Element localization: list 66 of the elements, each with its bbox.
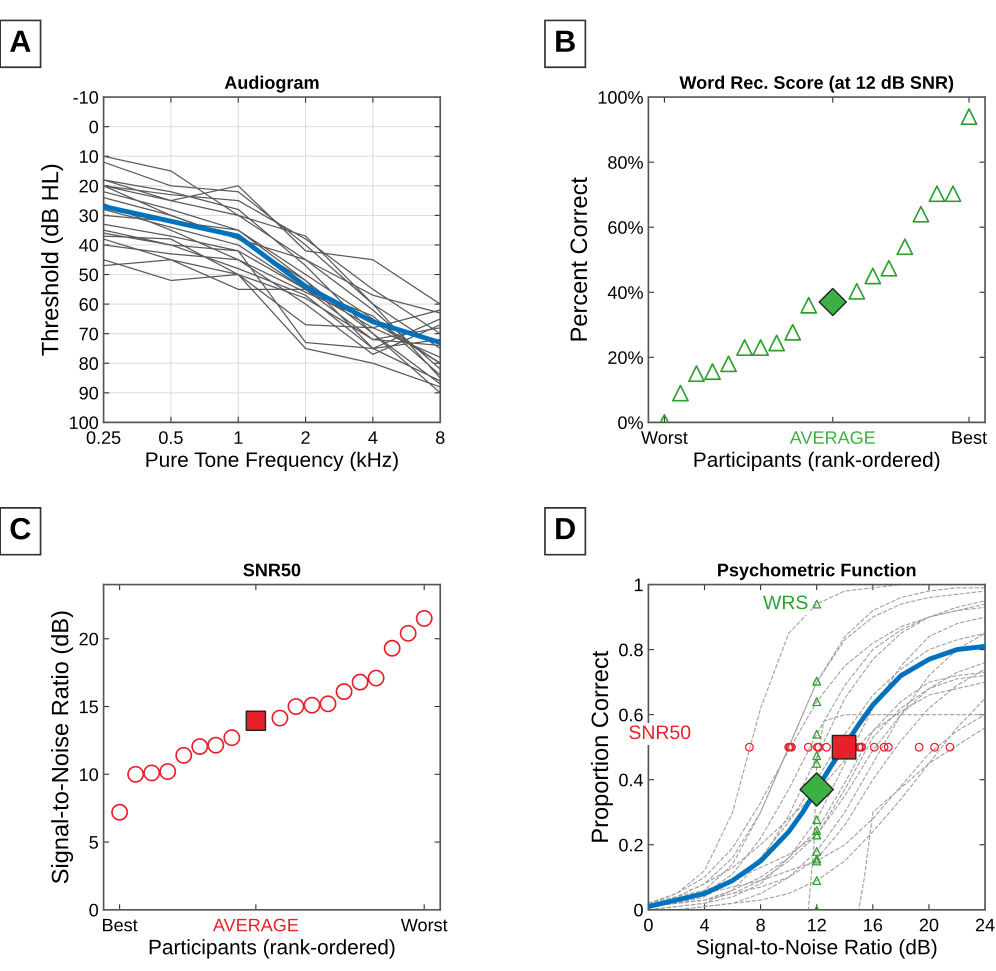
x-tick-label: 8 xyxy=(436,431,444,444)
chart-title: Word Rec. Score (at 12 dB SNR) xyxy=(679,76,954,93)
x-tick-label: 12 xyxy=(808,918,826,932)
x-tick-label: 0 xyxy=(644,918,653,932)
x-tick-label: Best xyxy=(952,431,987,444)
y-tick-label: 80 xyxy=(79,357,98,370)
y-axis-title: Proportion Correct xyxy=(590,650,613,842)
x-tick-label: 24 xyxy=(976,918,995,932)
y-tick-label: 15 xyxy=(80,700,98,714)
series-label: WRS xyxy=(763,596,808,610)
x-tick-label: 16 xyxy=(864,918,882,932)
text: B xyxy=(556,30,575,52)
y-tick-label: -10 xyxy=(73,91,98,104)
chart-title: Audiogram xyxy=(224,76,318,93)
chart-title: Psychometric Function xyxy=(718,563,916,580)
y-tick-label: 60 xyxy=(80,298,98,311)
x-tick-label: 4 xyxy=(700,918,709,932)
text: C xyxy=(10,518,31,540)
x-tick-label: 0.5 xyxy=(159,431,183,444)
y-tick-label: 0.8 xyxy=(619,644,643,656)
x-tick-label: Best xyxy=(103,918,138,932)
x-tick-label: AVERAGE xyxy=(790,431,875,444)
x-axis-title: Participants (rank-ordered) xyxy=(150,939,395,959)
x-tick-label: AVERAGE xyxy=(212,918,298,932)
y-tick-label: 80% xyxy=(608,156,643,169)
y-axis-title: Percent Correct xyxy=(570,177,588,340)
x-tick-label: 4 xyxy=(368,431,378,444)
x-axis-title: Participants (rank-ordered) xyxy=(694,452,940,472)
x-axis-title: Signal-to-Noise Ratio (dB) xyxy=(696,939,936,959)
y-tick-label: 50 xyxy=(79,268,98,282)
y-tick-label: 40 xyxy=(79,238,98,252)
x-tick-label: 20 xyxy=(920,918,938,932)
y-tick-label: 40% xyxy=(608,286,643,299)
y-tick-label: 100% xyxy=(598,91,643,104)
text: SNR50 xyxy=(629,725,690,740)
y-tick-label: 5 xyxy=(89,836,98,849)
y-tick-label: 0 xyxy=(89,904,98,917)
x-tick-label: 0.25 xyxy=(86,431,120,444)
chart-title: SNR50 xyxy=(243,564,300,576)
x-tick-label: 2 xyxy=(301,431,310,444)
y-axis-title: Threshold (dB HL) xyxy=(41,164,64,356)
y-tick-label: 0.4 xyxy=(619,774,644,786)
y-tick-label: 1 xyxy=(634,578,643,592)
y-tick-label: 30 xyxy=(79,209,98,222)
x-tick-label: Worst xyxy=(641,431,688,444)
y-tick-label: 0.6 xyxy=(619,708,643,722)
y-tick-label: 0 xyxy=(634,904,643,917)
y-axis-title: Signal-to-Noise Ratio (dB) xyxy=(51,612,74,884)
x-tick-label: 8 xyxy=(756,918,765,932)
y-tick-label: 90 xyxy=(79,386,98,400)
x-tick-label: Worst xyxy=(400,918,448,932)
y-tick-label: 10 xyxy=(80,768,98,782)
y-tick-label: 0.2 xyxy=(619,838,643,852)
x-axis-title: Pure Tone Frequency (kHz) xyxy=(146,452,398,472)
y-tick-label: 10 xyxy=(80,150,98,163)
text: A xyxy=(10,30,31,52)
y-tick-label: 100 xyxy=(70,416,98,430)
text: D xyxy=(556,518,575,540)
y-tick-label: 20% xyxy=(608,351,643,364)
y-tick-label: 0% xyxy=(618,416,643,430)
y-tick-label: 20 xyxy=(80,632,98,646)
x-tick-label: 1 xyxy=(234,431,242,444)
y-tick-label: 0 xyxy=(89,120,98,134)
y-tick-label: 70 xyxy=(80,328,98,340)
y-tick-label: 60% xyxy=(608,221,643,234)
y-tick-label: 20 xyxy=(80,180,98,193)
